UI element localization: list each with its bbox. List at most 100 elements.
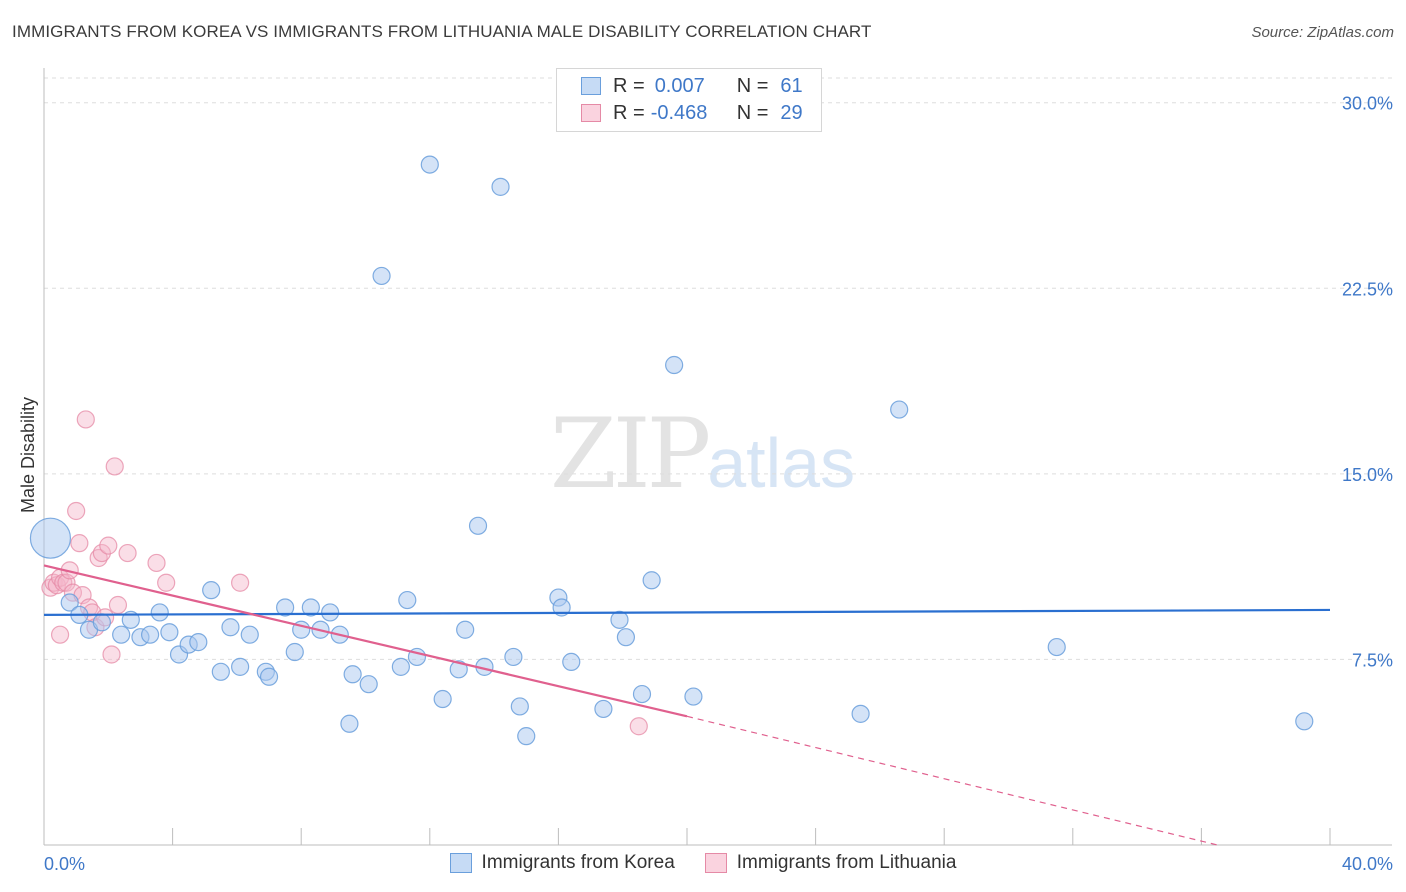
korea-point	[1047, 637, 1066, 657]
korea-point	[517, 727, 536, 746]
x-tick-label-max: 40.0%	[1342, 854, 1393, 874]
korea-point	[112, 625, 131, 644]
korea-point	[240, 625, 259, 644]
lithuania-point	[92, 543, 111, 563]
korea-point	[632, 684, 652, 704]
x-tick-label-min: 0.0%	[44, 854, 85, 874]
lithuania-trend-line	[43, 564, 688, 718]
legend-row-korea: R = 0.007 N = 61	[581, 73, 803, 99]
series-swatch-lithuania	[704, 853, 727, 873]
axes	[43, 68, 1392, 846]
korea-point	[29, 517, 72, 559]
korea-point	[510, 697, 529, 716]
korea-point	[420, 155, 439, 174]
korea-point	[616, 628, 636, 647]
korea-point	[594, 699, 613, 719]
correlation-legend: R = 0.007 N = 61 R = -0.468 N = 29	[556, 68, 822, 132]
korea-point	[160, 623, 179, 642]
korea-point	[562, 652, 581, 672]
korea-point	[449, 660, 468, 679]
series-legend: Immigrants from Korea Immigrants from Li…	[0, 852, 1406, 874]
korea-point	[372, 266, 391, 286]
legend-swatch-korea	[581, 77, 601, 95]
grid-lines	[44, 77, 1392, 660]
korea-point	[665, 355, 684, 375]
lithuania-point	[102, 645, 121, 664]
korea-point	[468, 516, 488, 535]
korea-point	[211, 662, 230, 681]
legend-r-value: -0.468	[650, 101, 708, 124]
korea-point	[221, 618, 240, 637]
legend-swatch-lithuania	[581, 104, 601, 122]
korea-point	[552, 598, 571, 617]
lithuania-point	[108, 595, 128, 615]
korea-point	[231, 657, 250, 676]
y-tick-labels: 7.5% 15.0% 22.5% 30.0%	[1342, 94, 1393, 671]
legend-r-value: 0.007	[654, 74, 705, 97]
y-axis-label: Male Disability	[18, 397, 38, 513]
korea-point	[642, 571, 661, 590]
watermark-atlas: atlas	[707, 424, 856, 502]
korea-trend-line	[43, 608, 1331, 617]
lithuania-point	[99, 536, 118, 555]
korea-point	[491, 177, 510, 196]
y-tick-label: 22.5%	[1342, 279, 1393, 299]
legend-n-label: N =	[736, 74, 769, 97]
series-legend-lithuania[interactable]: Immigrants from Lithuania	[704, 852, 957, 874]
korea-point	[851, 704, 870, 723]
lithuania-point	[50, 625, 70, 644]
x-ticks	[43, 828, 1331, 845]
korea-point	[504, 647, 523, 667]
legend-n-value: 29	[780, 101, 803, 124]
korea-point	[610, 610, 629, 629]
korea-point	[259, 667, 279, 686]
korea-point	[140, 625, 160, 644]
korea-point	[92, 613, 111, 632]
watermark: ZIPatlas	[550, 398, 855, 510]
lithuania-point	[105, 457, 124, 476]
legend-r-label: R =	[613, 74, 645, 97]
korea-point	[276, 598, 295, 617]
korea-point	[456, 620, 475, 639]
lithuania-point	[629, 717, 648, 736]
korea-points	[29, 155, 1314, 746]
korea-point	[285, 642, 304, 662]
chart-title: IMMIGRANTS FROM KOREA VS IMMIGRANTS FROM…	[12, 22, 872, 41]
korea-point	[343, 665, 362, 684]
korea-point	[60, 593, 79, 612]
lithuania-trend-extension	[686, 715, 1218, 846]
korea-point	[321, 603, 340, 622]
legend-n-value: 61	[780, 74, 803, 97]
lithuania-point	[231, 573, 250, 592]
watermark-zip: ZIP	[550, 398, 711, 510]
korea-point	[202, 581, 221, 600]
korea-point	[890, 400, 909, 419]
korea-point	[433, 689, 452, 709]
korea-point	[398, 590, 417, 610]
lithuania-point	[118, 543, 137, 563]
lithuania-point	[157, 573, 176, 592]
series-label-lithuania: Immigrants from Lithuania	[736, 852, 957, 873]
y-tick-label: 15.0%	[1342, 465, 1393, 485]
lithuania-point	[147, 553, 166, 573]
korea-point	[391, 657, 410, 676]
korea-point	[359, 675, 378, 694]
series-legend-korea[interactable]: Immigrants from Korea	[449, 852, 675, 874]
korea-point	[189, 633, 208, 652]
legend-row-lithuania: R = -0.468 N = 29	[581, 100, 803, 126]
y-tick-label: 30.0%	[1342, 94, 1393, 114]
legend-r-label: R =	[613, 101, 645, 124]
source-label: Source: ZipAtlas.com	[1251, 24, 1394, 41]
series-swatch-korea	[449, 853, 472, 873]
trend-lines	[43, 564, 1331, 846]
korea-point	[340, 714, 359, 733]
series-label-korea: Immigrants from Korea	[481, 852, 675, 873]
lithuania-point	[76, 410, 95, 429]
korea-point	[684, 687, 703, 706]
lithuania-point	[67, 501, 86, 521]
lithuania-point	[70, 534, 89, 553]
y-tick-label: 7.5%	[1352, 650, 1393, 670]
legend-n-label: N =	[736, 101, 769, 124]
lithuania-point	[89, 548, 108, 568]
